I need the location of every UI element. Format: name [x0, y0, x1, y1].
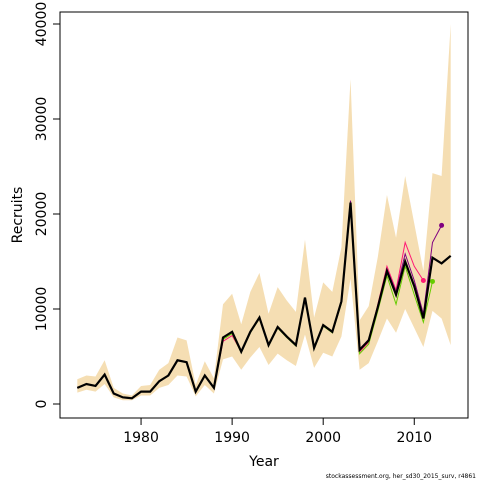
- y-axis-label: Recruits: [10, 187, 26, 244]
- x-axis-label: Year: [248, 454, 279, 470]
- confidence-band: [77, 23, 451, 401]
- end-point: [420, 277, 426, 283]
- series-line: [76, 202, 452, 400]
- x-tick-label: 1980: [123, 430, 159, 446]
- y-tick-label: 0: [34, 400, 50, 409]
- x-tick-label: 2000: [305, 430, 341, 446]
- end-point: [429, 278, 435, 284]
- y-tick-label: 10000: [34, 287, 50, 332]
- y-tick-label: 20000: [34, 192, 50, 237]
- y-tick-label: 30000: [34, 97, 50, 142]
- y-tick-label: 40000: [34, 2, 50, 47]
- x-tick-label: 2010: [396, 430, 432, 446]
- x-tick-label: 1990: [214, 430, 250, 446]
- footnote: stockassessment.org, her_sd30_2015_surv,…: [326, 473, 476, 480]
- end-point: [439, 222, 445, 228]
